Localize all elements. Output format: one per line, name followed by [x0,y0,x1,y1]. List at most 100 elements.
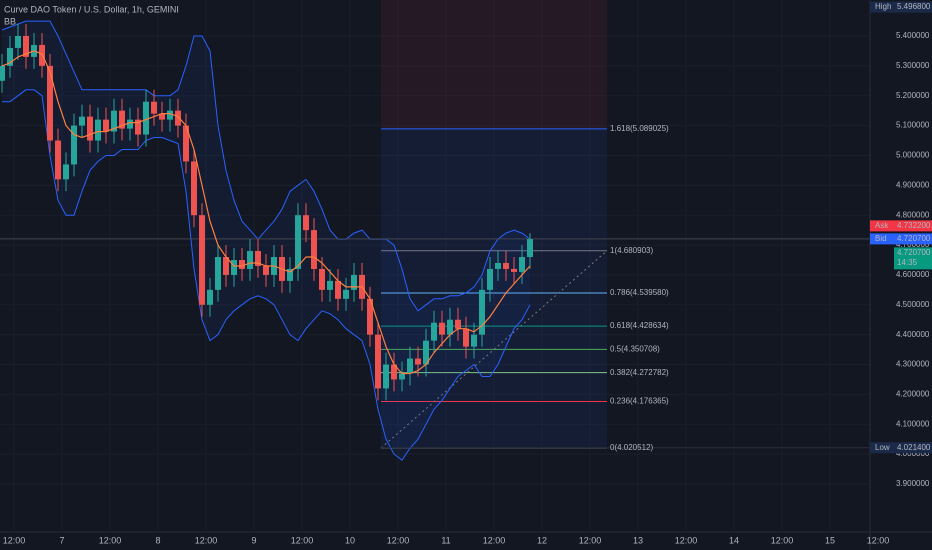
candle-body [423,340,429,365]
x-tick-label: 12:00 [675,535,698,545]
fib-label: 0.236(4.176365) [610,397,669,406]
candle-body [327,280,333,290]
price-tag [894,233,932,245]
candle-body [247,251,253,269]
candle-body [223,257,229,275]
y-tick-label: 5.300000 [896,61,930,70]
y-tick-label: 4.200000 [896,390,930,399]
candle-body [407,358,413,374]
tag-name-box [870,220,894,232]
candle-body [135,119,141,135]
tag-name-box [870,1,894,13]
candle-body [311,230,317,269]
candle-body [39,44,45,66]
price-tag [894,220,932,232]
candle-body [63,164,69,180]
chart-title: Curve DAO Token / U.S. Dollar, 1h, GEMIN… [4,4,179,14]
price-tag-label: 4.732200 [897,221,931,230]
fib-label: 0.786(4.539580) [610,288,669,297]
candle-body [47,65,53,141]
tag-name-box [870,442,894,454]
y-tick-label: 4.700000 [896,240,930,249]
x-tick-label: 7 [59,535,64,545]
candle-body [87,116,93,141]
x-tick-label: 8 [155,535,160,545]
x-tick-label: 12 [537,535,547,545]
candle-body [263,265,269,275]
ma-line [1,50,531,375]
candle-body [487,268,493,290]
x-tick-label: 10 [345,535,355,545]
candle-body [455,319,461,329]
price-tag-label: 4.021400 [897,443,931,452]
tag-name-box [870,233,894,245]
fib-label: 1(4.680903) [610,246,653,255]
candle-body [151,101,157,114]
candle-body [471,334,477,347]
candle-body [95,119,101,141]
candle-body [351,274,357,290]
candle-body [367,298,373,335]
x-tick-label: 13 [633,535,643,545]
candle-body [191,161,197,216]
tag-name: Bid [875,234,887,243]
y-tick-label: 5.100000 [896,121,930,130]
fib-zone-top [381,0,607,129]
x-tick-label: 12:00 [579,535,602,545]
candle-body [183,125,189,162]
price-tag-label: 4.720700 [897,248,931,257]
bb-line [2,89,531,461]
candle-body [527,239,533,258]
candle-body [335,280,341,299]
candle-body [343,289,349,299]
candle-body [119,110,125,129]
candle-body [479,289,485,335]
y-tick-label: 4.000000 [896,449,930,458]
candle-body [71,125,77,165]
y-tick-label: 5.000000 [896,151,930,160]
candle-body [175,110,181,126]
candle-body [7,47,13,66]
y-tick-label: 4.900000 [896,180,930,189]
x-tick-label: 12:00 [195,535,218,545]
candle-body [79,116,85,126]
candle-body [463,328,469,347]
fib-label: 0.382(4.272782) [610,368,669,377]
y-tick-label: 4.400000 [896,330,930,339]
y-tick-label: 4.100000 [896,419,930,428]
indicator-label: BB [4,16,16,26]
candle-body [255,251,261,266]
candle-body [391,364,397,380]
candle-body [103,119,109,132]
price-tag-sub: 14:35 [897,258,918,267]
candle-body [447,319,453,335]
candle-body [431,322,437,341]
x-tick-label: 12:00 [291,535,314,545]
x-tick-label: 12:00 [3,535,26,545]
candle-body [503,262,509,269]
x-tick-label: 12:00 [483,535,506,545]
candle-body [511,268,517,272]
x-tick-label: 14 [729,535,739,545]
x-tick-label: 12:00 [99,535,122,545]
candle-body [231,259,237,275]
x-tick-label: 9 [251,535,256,545]
x-tick-label: 12:00 [867,535,890,545]
x-tick-label: 12:00 [387,535,410,545]
candle-body [383,364,389,389]
candle-body [159,113,165,120]
fib-label: 1.618(5.089025) [610,124,669,133]
bb-fill [2,21,530,461]
x-tick-label: 12:00 [771,535,794,545]
candle-body [111,110,117,132]
fib-label: 0.5(4.350708) [610,344,660,353]
fib-label: 0(4.020512) [610,443,653,452]
candle-body [0,65,5,81]
fib-label: 0.618(4.428634) [610,321,669,330]
x-tick-label: 11 [441,535,450,545]
candle-body [127,119,133,129]
y-tick-label: 3.900000 [896,479,930,488]
tag-name: Low [875,443,890,452]
